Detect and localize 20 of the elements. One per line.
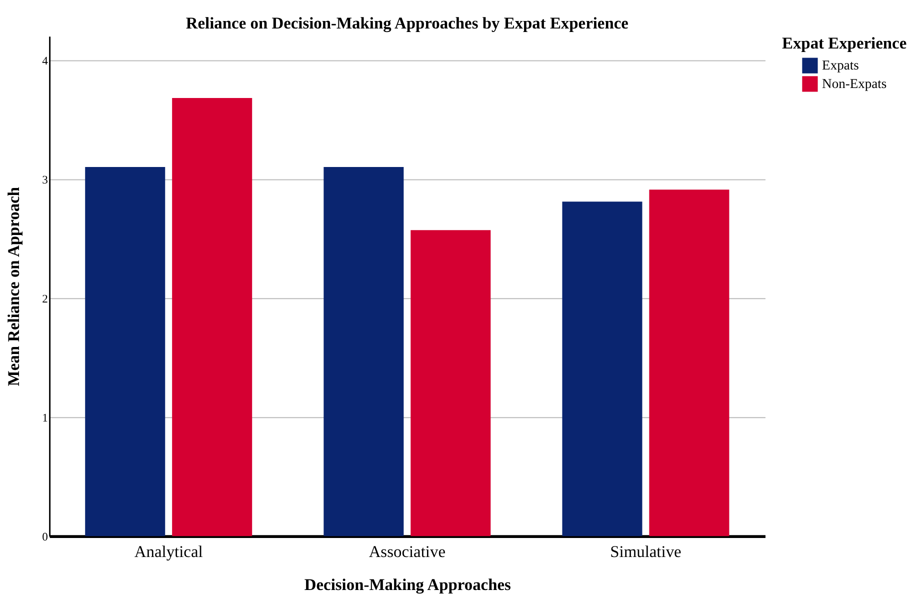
y-tick-label: 4 <box>42 54 48 68</box>
x-tick-label: Simulative <box>610 542 682 561</box>
x-tick-label: Associative <box>368 542 446 561</box>
y-tick-label: 2 <box>42 292 48 306</box>
x-tick-label: Analytical <box>134 542 204 561</box>
bar <box>562 202 642 536</box>
bar <box>324 167 404 536</box>
bar <box>410 230 491 536</box>
y-tick-label: 1 <box>42 411 48 424</box>
y-tick-label: 0 <box>42 530 48 544</box>
legend-label: Non-Expats <box>822 76 887 91</box>
bar <box>85 167 166 536</box>
bar <box>649 190 730 536</box>
legend-title: Expat Experience <box>782 34 907 53</box>
bar <box>172 98 252 536</box>
y-tick-label: 3 <box>42 173 48 186</box>
x-axis-title: Decision-Making Approaches <box>304 574 511 594</box>
y-axis-title: Mean Reliance on Approach <box>4 186 23 386</box>
legend-label: Expats <box>822 57 859 72</box>
chart-title: Reliance on Decision-Making Approaches by Expat Experience <box>186 13 628 32</box>
